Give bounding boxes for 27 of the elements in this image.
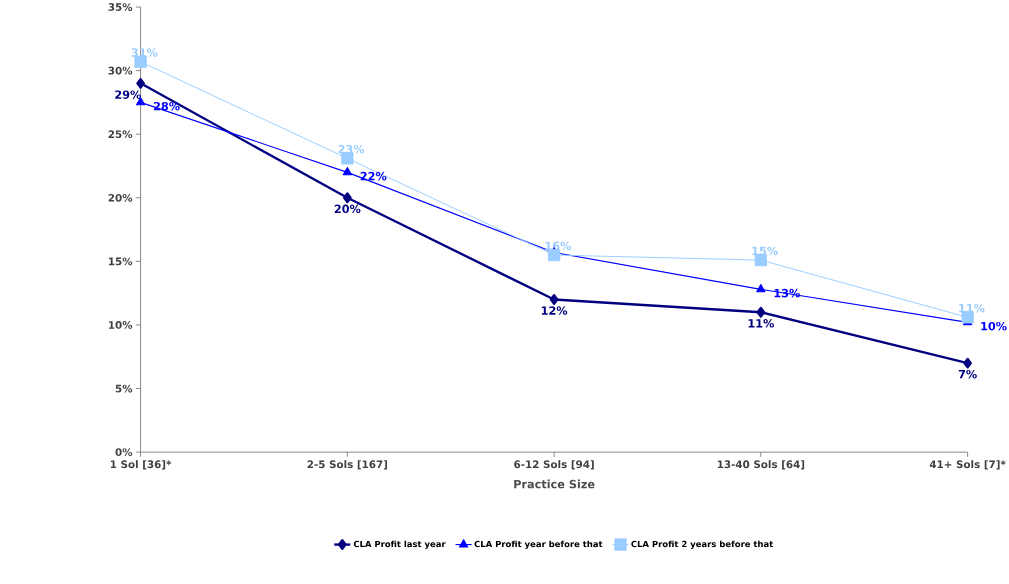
x-axis-title: Practice Size (514, 479, 595, 489)
y-tick-label: 35% (108, 2, 133, 11)
data-label: 29% (115, 90, 141, 99)
legend-label: CLA Profit last year (353, 540, 446, 549)
data-label: 22% (360, 171, 387, 181)
x-tick-label: 1 Sol [36]* (110, 459, 172, 470)
y-tick-label: 20% (108, 193, 133, 202)
data-label: 20% (334, 204, 361, 213)
x-tick-label: 41+ Sols [7]* (929, 459, 1006, 470)
data-label: 23% (338, 144, 365, 154)
y-tick-label: 10% (108, 320, 133, 329)
y-tick-label: 0% (115, 448, 133, 456)
legend-label: CLA Profit year before that (474, 540, 603, 549)
y-tick-label: 30% (108, 66, 133, 75)
x-tick-label: 2-5 Sols [167] (307, 459, 388, 470)
y-tick-label: 25% (108, 130, 133, 138)
data-label: 12% (541, 306, 568, 315)
data-label: 16% (545, 241, 572, 250)
x-tick-label: 6-12 Sols [94] (514, 459, 594, 470)
y-tick-label: 5% (115, 384, 133, 393)
y-tick-label: 15% (108, 257, 133, 266)
data-label: 7% (958, 369, 977, 379)
data-label: 11% (748, 318, 774, 328)
x-tick-label: 13-40 Sols [64] (717, 459, 805, 470)
legend-label: CLA Profit 2 years before that (631, 540, 774, 549)
data-label: 11% (959, 303, 985, 313)
data-label: 10% (981, 321, 1007, 331)
